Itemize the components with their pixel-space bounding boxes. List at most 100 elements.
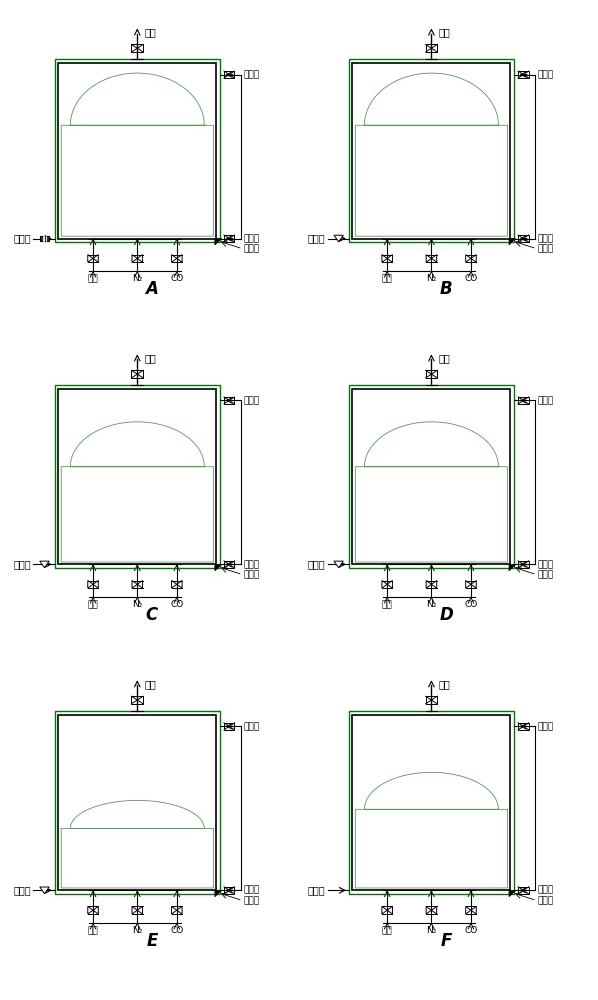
Bar <box>55 711 220 894</box>
Text: 透气网: 透气网 <box>538 570 554 579</box>
Text: D: D <box>439 606 453 624</box>
Text: N₂: N₂ <box>132 600 142 609</box>
Text: 液化气: 液化气 <box>13 559 31 569</box>
Bar <box>518 397 529 404</box>
Text: 冷却水: 冷却水 <box>538 886 554 895</box>
Bar <box>132 696 143 704</box>
Bar <box>518 71 529 78</box>
Text: B: B <box>440 280 452 298</box>
Bar <box>132 370 143 378</box>
Bar <box>40 236 49 241</box>
Polygon shape <box>334 561 343 568</box>
Text: 液化气: 液化气 <box>307 885 325 895</box>
Bar <box>55 385 220 568</box>
Bar <box>518 235 529 242</box>
Text: 空气: 空气 <box>382 926 392 935</box>
Bar <box>352 715 511 890</box>
Text: A: A <box>145 280 158 298</box>
Text: 废气: 废气 <box>439 679 450 689</box>
Bar <box>352 389 511 564</box>
Text: 冷却水: 冷却水 <box>538 560 554 569</box>
Polygon shape <box>215 564 222 571</box>
Text: 废气: 废气 <box>145 27 156 37</box>
Text: 液化气: 液化气 <box>307 234 325 244</box>
Text: CO: CO <box>464 274 478 283</box>
Text: 废气: 废气 <box>439 353 450 363</box>
Text: 废气: 废气 <box>145 353 156 363</box>
Polygon shape <box>61 422 213 562</box>
Bar <box>518 561 529 568</box>
Bar <box>224 561 234 568</box>
Bar <box>224 397 234 404</box>
Polygon shape <box>509 564 515 571</box>
Bar <box>55 59 220 242</box>
Text: E: E <box>147 932 158 950</box>
Bar <box>224 235 234 242</box>
Text: 冷却水: 冷却水 <box>538 396 554 405</box>
Polygon shape <box>40 887 49 894</box>
Polygon shape <box>355 422 508 562</box>
Text: 废气: 废气 <box>439 27 450 37</box>
Bar <box>426 44 437 52</box>
Text: 透气网: 透气网 <box>243 570 260 579</box>
Text: 透气网: 透气网 <box>243 244 260 253</box>
Polygon shape <box>355 73 508 236</box>
Bar <box>132 44 143 52</box>
Text: 空气: 空气 <box>88 600 99 609</box>
Text: 冷却水: 冷却水 <box>243 560 260 569</box>
Bar <box>426 370 437 378</box>
Text: 冷却水: 冷却水 <box>538 722 554 731</box>
Text: 空气: 空气 <box>382 600 392 609</box>
Text: 液化气: 液化气 <box>13 885 31 895</box>
Text: C: C <box>146 606 158 624</box>
Polygon shape <box>215 239 222 245</box>
Text: 空气: 空气 <box>382 274 392 283</box>
Text: 冷却水: 冷却水 <box>243 886 260 895</box>
Text: 液化气: 液化气 <box>13 234 31 244</box>
Polygon shape <box>215 890 222 897</box>
Bar <box>349 59 514 242</box>
Bar <box>224 723 234 730</box>
Text: 空气: 空气 <box>88 926 99 935</box>
Bar <box>518 723 529 730</box>
Text: CO: CO <box>464 926 478 935</box>
Bar <box>58 389 216 564</box>
Text: CO: CO <box>464 600 478 609</box>
Polygon shape <box>509 890 515 897</box>
Polygon shape <box>40 561 49 568</box>
Text: 透气网: 透气网 <box>243 896 260 905</box>
Bar <box>349 385 514 568</box>
Text: 冷却水: 冷却水 <box>538 234 554 243</box>
Text: 废气: 废气 <box>145 679 156 689</box>
Text: N₂: N₂ <box>426 274 437 283</box>
Polygon shape <box>509 239 515 245</box>
Text: 透气网: 透气网 <box>538 244 554 253</box>
Polygon shape <box>334 235 343 242</box>
Text: 液化气: 液化气 <box>307 559 325 569</box>
Text: CO: CO <box>170 600 184 609</box>
Bar <box>426 696 437 704</box>
Polygon shape <box>355 772 508 888</box>
Bar <box>58 63 216 239</box>
Text: N₂: N₂ <box>132 926 142 935</box>
Bar <box>58 715 216 890</box>
Text: 冷却水: 冷却水 <box>243 234 260 243</box>
Text: CO: CO <box>170 926 184 935</box>
Bar <box>349 711 514 894</box>
Text: 冷却水: 冷却水 <box>243 722 260 731</box>
Polygon shape <box>61 73 213 236</box>
Text: N₂: N₂ <box>132 274 142 283</box>
Text: F: F <box>440 932 451 950</box>
Text: CO: CO <box>170 274 184 283</box>
Bar <box>224 71 234 78</box>
Bar <box>352 63 511 239</box>
Text: 空气: 空气 <box>88 274 99 283</box>
Bar <box>224 887 234 894</box>
Text: N₂: N₂ <box>426 600 437 609</box>
Text: 冷却水: 冷却水 <box>243 70 260 79</box>
Text: 冷却水: 冷却水 <box>538 70 554 79</box>
Bar <box>518 887 529 894</box>
Text: 冷却水: 冷却水 <box>243 396 260 405</box>
Polygon shape <box>61 800 213 888</box>
Text: 透气网: 透气网 <box>538 896 554 905</box>
